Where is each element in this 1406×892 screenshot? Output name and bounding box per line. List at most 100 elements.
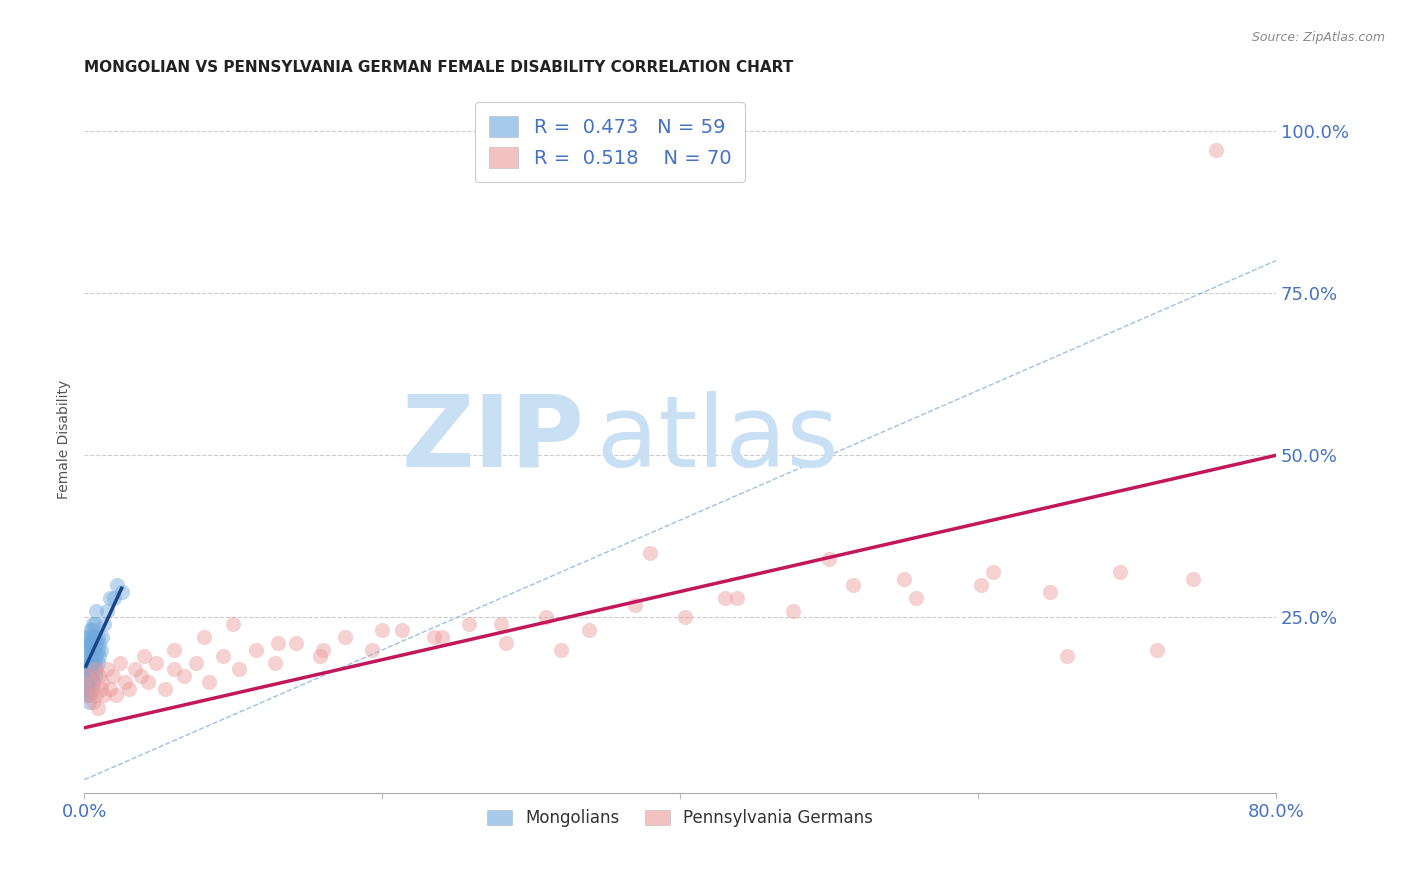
Point bbox=[114, 675, 136, 690]
Point bbox=[105, 578, 128, 592]
Point bbox=[80, 636, 103, 650]
Point bbox=[80, 649, 103, 664]
Point bbox=[153, 681, 176, 696]
Point bbox=[79, 636, 101, 650]
Point bbox=[1056, 649, 1078, 664]
Point bbox=[79, 675, 101, 690]
Point bbox=[77, 656, 100, 670]
Point bbox=[264, 656, 287, 670]
Point bbox=[1108, 565, 1130, 579]
Point bbox=[673, 610, 696, 624]
Text: ZIP: ZIP bbox=[402, 391, 585, 488]
Point bbox=[98, 591, 121, 605]
Point bbox=[82, 617, 104, 632]
Point bbox=[77, 636, 100, 650]
Point bbox=[82, 630, 104, 644]
Point bbox=[93, 617, 115, 632]
Point bbox=[80, 656, 103, 670]
Point bbox=[333, 630, 356, 644]
Point bbox=[77, 681, 100, 696]
Point bbox=[84, 662, 107, 676]
Point bbox=[89, 669, 111, 683]
Point bbox=[83, 656, 105, 670]
Point bbox=[83, 643, 105, 657]
Point bbox=[818, 552, 841, 566]
Point bbox=[101, 669, 124, 683]
Point bbox=[90, 643, 112, 657]
Point bbox=[82, 643, 104, 657]
Point bbox=[83, 617, 105, 632]
Point bbox=[184, 656, 207, 670]
Point bbox=[76, 662, 98, 676]
Point bbox=[457, 617, 479, 632]
Point bbox=[970, 578, 993, 592]
Point bbox=[312, 643, 335, 657]
Point bbox=[198, 675, 221, 690]
Point bbox=[308, 649, 330, 664]
Point bbox=[83, 662, 105, 676]
Point bbox=[79, 643, 101, 657]
Point bbox=[84, 636, 107, 650]
Point bbox=[82, 649, 104, 664]
Point bbox=[391, 624, 413, 638]
Point bbox=[75, 681, 97, 696]
Point bbox=[534, 610, 557, 624]
Point bbox=[893, 572, 915, 586]
Point bbox=[80, 681, 103, 696]
Point bbox=[103, 591, 125, 605]
Point bbox=[222, 617, 245, 632]
Point bbox=[725, 591, 748, 605]
Point bbox=[98, 681, 121, 696]
Point bbox=[904, 591, 927, 605]
Text: Source: ZipAtlas.com: Source: ZipAtlas.com bbox=[1251, 31, 1385, 45]
Point bbox=[1205, 144, 1227, 158]
Point bbox=[80, 669, 103, 683]
Point bbox=[430, 630, 453, 644]
Point bbox=[87, 643, 110, 657]
Point bbox=[624, 598, 647, 612]
Point bbox=[578, 624, 600, 638]
Point bbox=[76, 649, 98, 664]
Point bbox=[124, 662, 146, 676]
Point bbox=[118, 681, 141, 696]
Text: atlas: atlas bbox=[596, 391, 838, 488]
Point bbox=[132, 649, 155, 664]
Point bbox=[77, 669, 100, 683]
Legend: Mongolians, Pennsylvania Germans: Mongolians, Pennsylvania Germans bbox=[481, 803, 880, 834]
Point bbox=[84, 604, 107, 618]
Point bbox=[79, 662, 101, 676]
Point bbox=[129, 669, 152, 683]
Point bbox=[104, 689, 127, 703]
Point bbox=[267, 636, 290, 650]
Point bbox=[491, 617, 513, 632]
Point bbox=[93, 689, 115, 703]
Point bbox=[76, 689, 98, 703]
Point bbox=[77, 662, 100, 676]
Point bbox=[193, 630, 215, 644]
Point bbox=[77, 643, 100, 657]
Point bbox=[108, 656, 131, 670]
Point bbox=[83, 669, 105, 683]
Point bbox=[77, 649, 100, 664]
Point bbox=[82, 662, 104, 676]
Point bbox=[87, 656, 110, 670]
Point bbox=[91, 675, 114, 690]
Point bbox=[228, 662, 250, 676]
Point bbox=[495, 636, 517, 650]
Point bbox=[87, 630, 110, 644]
Point bbox=[145, 656, 167, 670]
Point bbox=[79, 689, 101, 703]
Point bbox=[90, 681, 112, 696]
Point bbox=[138, 675, 160, 690]
Point bbox=[842, 578, 865, 592]
Point bbox=[89, 636, 111, 650]
Point bbox=[714, 591, 737, 605]
Point bbox=[76, 669, 98, 683]
Point bbox=[80, 675, 103, 690]
Point bbox=[371, 624, 394, 638]
Point bbox=[245, 643, 267, 657]
Point bbox=[96, 662, 118, 676]
Point bbox=[212, 649, 235, 664]
Point bbox=[1146, 643, 1168, 657]
Point bbox=[77, 630, 100, 644]
